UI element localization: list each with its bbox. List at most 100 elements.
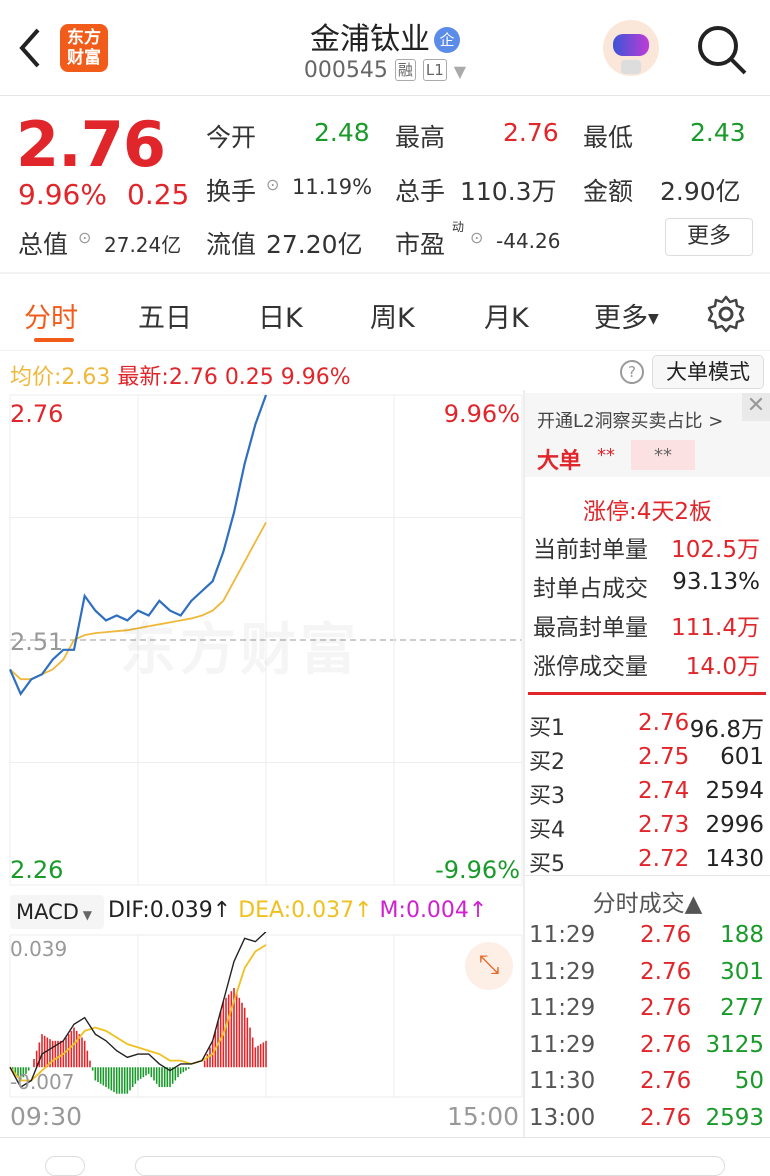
- macd-chart[interactable]: [0, 932, 525, 1102]
- pe-value: -44.26: [496, 229, 561, 253]
- tick-price: 2.76: [640, 1105, 692, 1131]
- help-icon[interactable]: ?: [620, 360, 644, 384]
- dea-line: [9, 944, 267, 1082]
- ticks-title[interactable]: 分时成交▲: [592, 891, 703, 917]
- amount-label: 金额: [583, 177, 634, 206]
- stock-name: 金浦钛业企: [0, 14, 770, 58]
- tick-volume: 188: [720, 922, 764, 948]
- stock-name-text: 金浦钛业: [310, 22, 430, 57]
- tab-weekly-k[interactable]: 周K: [370, 303, 415, 334]
- bid-label: 买5: [529, 852, 565, 877]
- avg-label: 均价:: [10, 365, 62, 390]
- price-line: [8, 394, 268, 697]
- stock-code: 000545: [303, 58, 388, 83]
- tick-volume: 2593: [705, 1105, 764, 1131]
- macd-dea: DEA:0.037↑: [238, 898, 373, 923]
- macd-selector[interactable]: MACD ▼: [10, 895, 104, 929]
- pe-dynamic-sup: 动: [452, 220, 465, 234]
- tab-more[interactable]: 更多▼: [594, 296, 659, 335]
- info-icon[interactable]: ⊙: [470, 228, 484, 247]
- open-label: 今开: [206, 123, 257, 152]
- stat-value: 102.5万: [671, 537, 760, 563]
- x-axis-end: 15:00: [447, 1102, 520, 1131]
- app-logo: 东方 财富: [60, 24, 108, 72]
- info-icon[interactable]: ⊙: [78, 228, 92, 247]
- expand-button[interactable]: ⤡: [465, 942, 513, 990]
- macd-selector-label: MACD: [16, 900, 79, 924]
- change-amount: 0.25: [127, 178, 190, 211]
- latest-price: 2.76: [168, 365, 218, 390]
- macd-y-top: 0.039: [10, 937, 68, 961]
- macd-values: DIF:0.039↑ DEA:0.037↑ M:0.004↑: [108, 898, 487, 923]
- macd-m: M:0.004↑: [379, 898, 488, 923]
- latest-change: 0.25: [224, 365, 274, 390]
- high-value: 2.76: [503, 118, 559, 147]
- tab-intraday[interactable]: 分时: [24, 303, 78, 334]
- caret-down-icon: ▼: [453, 62, 467, 81]
- macd-dif: DIF:0.039↑: [108, 898, 232, 923]
- l2-promo[interactable]: 开通L2洞察买卖占比 > 大单 ** ** ✕: [525, 393, 770, 477]
- caret-down-icon: ▼: [78, 908, 92, 922]
- pct-axis-bottom: -9.96%: [435, 856, 520, 884]
- divider: [0, 1137, 770, 1138]
- bid-price: 2.75: [638, 744, 690, 770]
- tick-time: 11:29: [529, 1031, 596, 1058]
- tick-time: 11:29: [529, 958, 596, 985]
- tab-monthly-k[interactable]: 月K: [484, 303, 529, 334]
- pe-label: 市盈: [395, 230, 446, 259]
- big-order-label: 大单: [537, 449, 582, 474]
- stat-label: 涨停成交量: [533, 654, 648, 680]
- total-cap-value: 27.24亿: [104, 233, 182, 257]
- close-icon[interactable]: ✕: [742, 393, 770, 421]
- intraday-info: 均价:2.63 最新:2.76 0.25 9.96%: [10, 359, 351, 391]
- bottom-bar: [0, 1150, 770, 1176]
- float-cap-value: 27.20亿: [266, 230, 363, 259]
- search-button[interactable]: [696, 24, 748, 80]
- tick-volume: 3125: [705, 1031, 764, 1058]
- divider: [0, 95, 770, 96]
- stat-label: 最高封单量: [533, 615, 648, 641]
- tick-price: 2.76: [640, 1068, 692, 1095]
- tab-daily-k[interactable]: 日K: [258, 303, 303, 334]
- settings-button[interactable]: [706, 294, 746, 338]
- intraday-price-chart[interactable]: [0, 390, 525, 890]
- pct-axis-top: 9.96%: [443, 400, 520, 428]
- open-value: 2.48: [314, 118, 370, 147]
- stock-code-selector[interactable]: 000545 融 L1 ▼: [0, 58, 770, 83]
- bid-label: 买1: [529, 716, 565, 741]
- tick-price: 2.76: [640, 922, 692, 948]
- amount-value: 2.90亿: [660, 177, 741, 206]
- tick-time: 11:29: [529, 995, 596, 1022]
- bid-label: 买2: [529, 750, 565, 775]
- tick-volume: 277: [720, 995, 764, 1022]
- latest-pct: 9.96%: [280, 365, 351, 390]
- margin-tag: 融: [394, 59, 416, 81]
- info-icon[interactable]: ⊙: [266, 175, 280, 194]
- tick-volume: 301: [720, 958, 764, 985]
- change-pct: 9.96%: [18, 178, 107, 211]
- l2-link[interactable]: 开通L2洞察买卖占比 >: [537, 411, 724, 432]
- expand-icon: ⤡: [478, 950, 500, 980]
- avg-price-line: [9, 521, 267, 681]
- high-label: 最高: [395, 123, 446, 152]
- bid-volume: 2594: [705, 778, 764, 804]
- big-order-mode-button[interactable]: 大单模式: [652, 355, 764, 389]
- active-tab-indicator: [34, 338, 74, 342]
- tick-time: 11:30: [529, 1068, 596, 1095]
- gear-icon: [707, 295, 745, 333]
- enterprise-badge: 企: [434, 27, 460, 53]
- float-cap-label: 流值: [206, 230, 257, 259]
- divider: [525, 875, 770, 876]
- tick-volume: 50: [734, 1068, 764, 1095]
- dif-line: [9, 932, 267, 1089]
- robot-avatar-icon[interactable]: [603, 20, 659, 76]
- limit-up-info: 涨停:4天2板: [582, 499, 712, 525]
- volume-value: 110.3万: [460, 177, 557, 206]
- turnover-label: 换手: [206, 177, 257, 206]
- big-order-value-1: **: [597, 445, 615, 466]
- more-quote-button[interactable]: 更多: [665, 218, 753, 256]
- latest-label: 最新:: [117, 365, 169, 390]
- low-value: 2.43: [690, 118, 746, 147]
- tab-5day[interactable]: 五日: [138, 303, 192, 334]
- back-button[interactable]: [16, 26, 42, 87]
